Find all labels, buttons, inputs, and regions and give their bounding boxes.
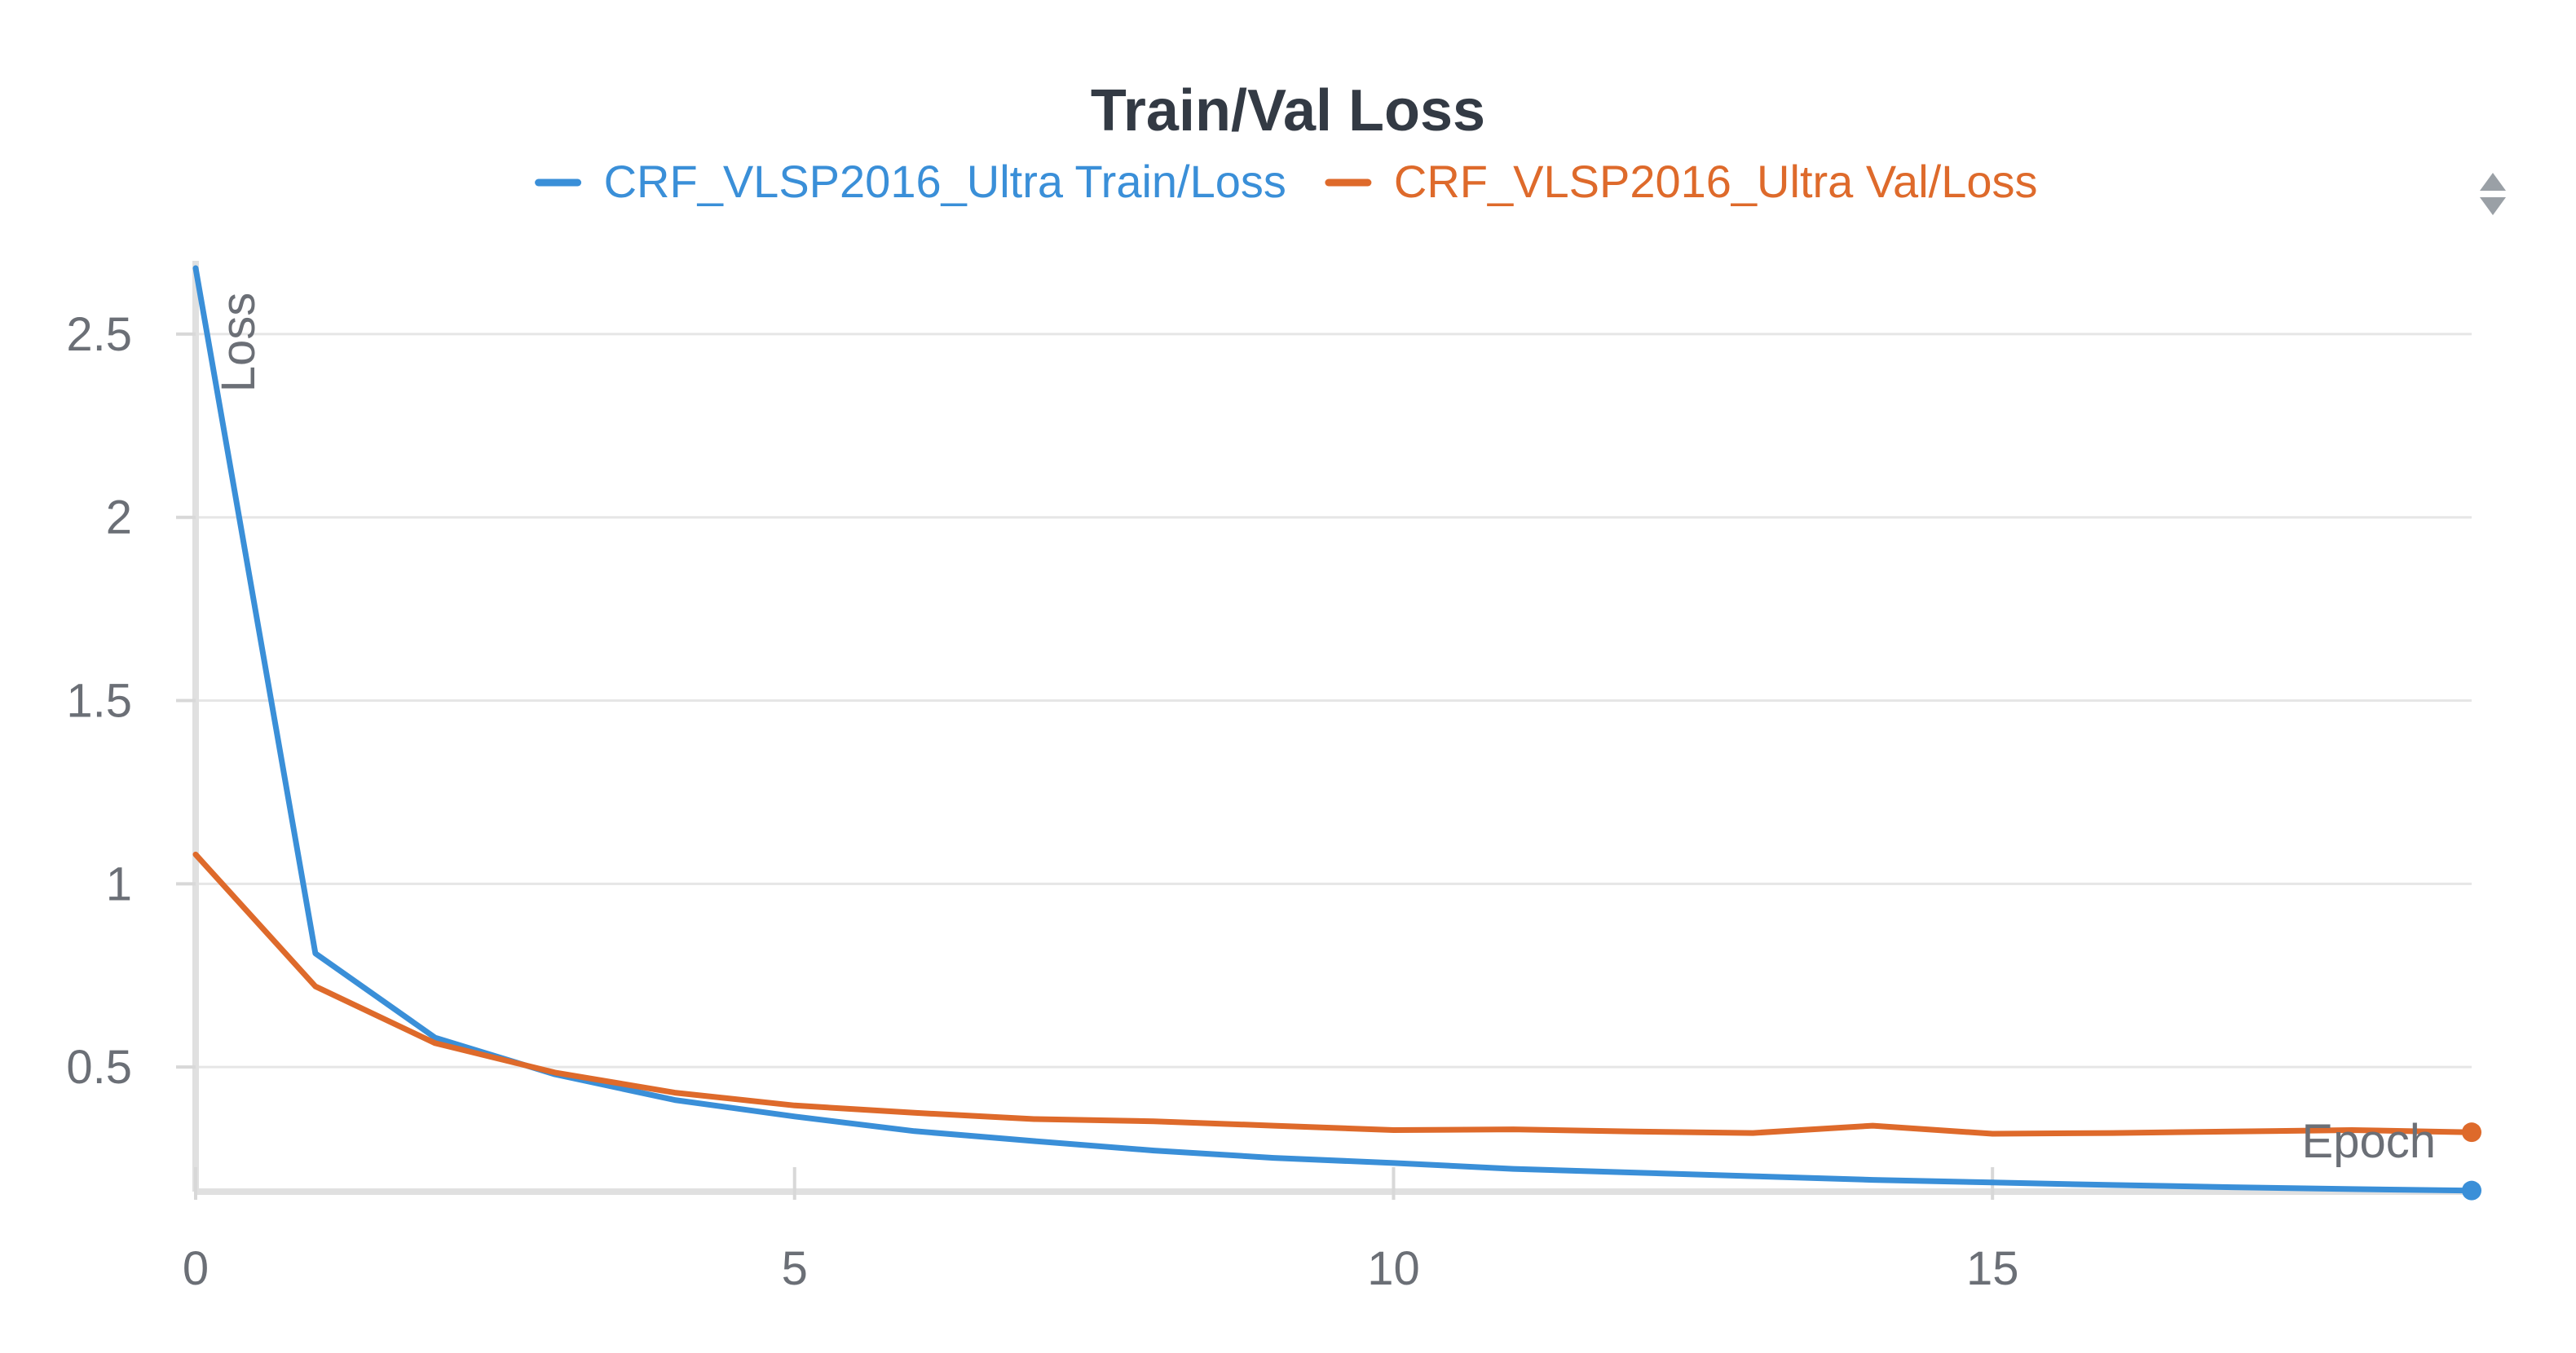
x-tick-label: 15 [1966, 1242, 2019, 1295]
x-tick-label: 10 [1367, 1242, 1420, 1295]
axes [192, 261, 2472, 1195]
x-axis-label: Epoch [2302, 1115, 2436, 1168]
series-line-1 [192, 851, 2475, 1137]
up-arrow-icon[interactable] [2480, 173, 2506, 191]
legend-label: CRF_VLSP2016_Ultra Train/Loss [604, 156, 1286, 207]
chart-title: Train/Val Loss [1091, 78, 1485, 143]
y-tick-label: 1 [106, 857, 132, 910]
y-tick-label: 1.5 [66, 675, 132, 728]
y-tick-label: 2 [106, 491, 132, 544]
series-line-0 [192, 265, 2475, 1194]
up-down-arrows-icon[interactable] [2470, 170, 2516, 215]
ticks: 0.5 1 1.5 2 2.5 0 5 10 15 [66, 308, 2018, 1295]
x-tick-label: 0 [183, 1242, 209, 1295]
legend-item[interactable]: CRF_VLSP2016_Ultra Val/Loss [1325, 156, 2038, 207]
series-endpoints [2462, 1122, 2481, 1201]
legend-label: CRF_VLSP2016_Ultra Val/Loss [1394, 156, 2038, 207]
y-tick-label: 0.5 [66, 1041, 132, 1094]
y-axis-label: Loss [212, 293, 265, 393]
series-endpoint-marker [2462, 1180, 2481, 1201]
grid [196, 333, 2472, 1069]
series-lines [192, 265, 2475, 1194]
down-arrow-icon[interactable] [2480, 197, 2506, 215]
legend-item[interactable]: CRF_VLSP2016_Ultra Train/Loss [535, 156, 1286, 207]
legend: CRF_VLSP2016_Ultra Train/Loss CRF_VLSP201… [535, 156, 2038, 207]
series-endpoint-marker [2462, 1122, 2481, 1143]
x-tick-label: 5 [782, 1242, 808, 1295]
y-tick-label: 2.5 [66, 308, 132, 361]
